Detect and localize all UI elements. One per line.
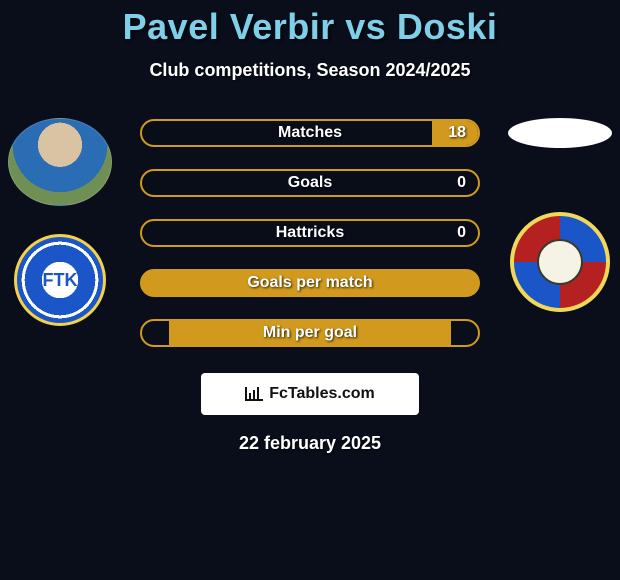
stat-label: Min per goal [263,324,357,342]
stat-label: Matches [278,124,342,142]
stat-label: Goals [288,174,332,192]
stat-row-matches: Matches 18 [140,119,480,147]
subtitle: Club competitions, Season 2024/2025 [0,60,620,81]
player-portrait-left [8,118,112,206]
chart-icon [245,387,263,401]
watermark-text: FcTables.com [269,385,375,403]
club-code-left: FTK [43,270,78,291]
date-label: 22 february 2025 [0,433,620,454]
stat-row-gpm: Goals per match [140,269,480,297]
stat-label: Goals per match [247,274,372,292]
stat-right-value: 18 [448,124,466,142]
left-player-column: FTK [8,118,112,326]
stat-row-mpg: Min per goal [140,319,480,347]
page-title: Pavel Verbir vs Doski [0,6,620,48]
club-crest-left: FTK [14,234,106,326]
stat-row-hattricks: Hattricks 0 [140,219,480,247]
player-portrait-right [508,118,612,148]
stat-right-value: 0 [457,224,466,242]
watermark: FcTables.com [201,373,419,415]
club-crest-right [510,212,610,312]
right-player-column [508,118,612,276]
stat-row-goals: Goals 0 [140,169,480,197]
stat-right-value: 0 [457,174,466,192]
stat-label: Hattricks [276,224,344,242]
